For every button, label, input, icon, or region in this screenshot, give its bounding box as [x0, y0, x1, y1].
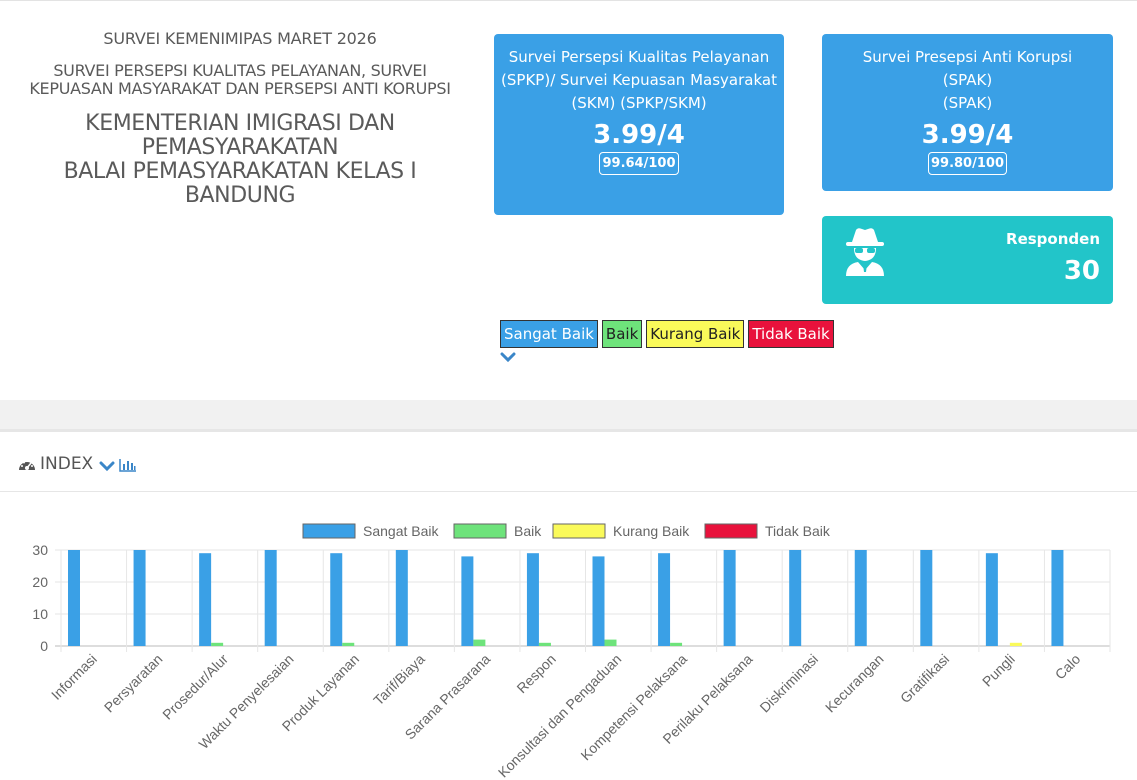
y-tick-label: 0 — [40, 638, 48, 654]
legend-swatch — [704, 523, 758, 539]
legend-tidak-baik[interactable]: Tidak Baik — [748, 320, 834, 348]
bar-chart-icon[interactable] — [119, 458, 137, 472]
responden-label: Responden — [1006, 230, 1100, 248]
bar-baik — [342, 642, 355, 646]
bar-sangat-baik — [395, 550, 408, 646]
bar-baik — [538, 642, 551, 646]
legend-label: Baik — [514, 523, 542, 539]
user-secret-icon — [846, 228, 884, 276]
bar-sangat-baik — [854, 550, 867, 646]
x-tick-label: Kecurangan — [822, 651, 887, 716]
survey-period: SURVEI KEMENIMIPAS MARET 2026 — [103, 29, 377, 48]
y-tick-label: 30 — [32, 542, 48, 558]
x-tick-label: Calo — [1052, 651, 1084, 683]
bar-sangat-baik — [920, 550, 933, 646]
spkp-card-badge: 99.64/100 — [599, 152, 679, 175]
chevron-down-icon[interactable] — [500, 350, 516, 364]
legend-kurang-baik[interactable]: Kurang Baik — [646, 320, 745, 348]
section-divider — [0, 400, 1137, 432]
bar-sangat-baik — [723, 550, 736, 646]
bar-sangat-baik — [199, 553, 212, 646]
responden-count: 30 — [1063, 256, 1100, 286]
spak-card: Survei Presepsi Anti Korupsi (SPAK) (SPA… — [822, 34, 1113, 191]
spkp-card: Survei Persepsi Kualitas Pelayanan (SPKP… — [494, 34, 784, 215]
bar-sangat-baik — [264, 550, 277, 646]
spkp-card-score: 3.99/4 — [593, 120, 685, 150]
spak-title-line-1: Survei Presepsi Anti Korupsi — [862, 48, 1073, 66]
survey-subtitle: SURVEI PERSEPSI KUALITAS PELAYANAN, SURV… — [29, 61, 451, 98]
org-name: KEMENTERIAN IMIGRASI DAN PEMASYARAKATAN … — [20, 112, 460, 208]
bar-sangat-baik — [68, 550, 80, 646]
gauge-icon — [19, 461, 35, 470]
legend-label: Tidak Baik — [765, 523, 831, 539]
legend-swatch — [453, 523, 507, 539]
x-tick-label: Respon — [513, 651, 558, 696]
bar-sangat-baik — [985, 553, 998, 646]
y-tick-label: 20 — [32, 574, 48, 590]
bar-baik — [211, 642, 224, 646]
bar-kurang-baik — [1009, 642, 1022, 646]
x-tick-label: Informasi — [48, 651, 100, 703]
bar-baik — [604, 639, 617, 646]
org-line-2: BALAI PEMASYARAKATAN KELAS I BANDUNG — [63, 159, 417, 208]
index-title: INDEX — [40, 454, 94, 474]
legend-baik[interactable]: Baik — [601, 320, 643, 348]
bar-baik — [473, 639, 486, 646]
bar-sangat-baik — [1051, 550, 1064, 646]
x-tick-label: Persyaratan — [101, 651, 166, 716]
x-tick-label: Diskriminasi — [756, 651, 821, 716]
bar-sangat-baik — [133, 550, 146, 646]
bar-baik — [670, 642, 683, 646]
org-line-1: KEMENTERIAN IMIGRASI DAN PEMASYARAKATAN — [85, 111, 395, 160]
legend-label: Sangat Baik — [363, 523, 439, 539]
survey-header: SURVEI KEMENIMIPAS MARET 2026 SURVEI PER… — [20, 18, 460, 208]
x-tick-label: Pungli — [979, 651, 1018, 690]
chevron-down-icon[interactable] — [99, 459, 115, 473]
x-tick-label: Kompetensi Pelaksana — [577, 651, 690, 764]
bar-sangat-baik — [461, 556, 474, 646]
legend-sangat-baik[interactable]: Sangat Baik — [500, 320, 598, 348]
top-border — [0, 0, 1137, 3]
x-tick-label: Prosedur/Alur — [159, 651, 231, 723]
index-bar-chart: 0 10 20 30 Informasi PersyaratanProsedur/Alur… — [32, 523, 1111, 780]
legend-swatch — [302, 523, 356, 539]
spak-title-line-2: (SPAK) — [942, 71, 993, 89]
y-tick-label: 10 — [32, 606, 48, 622]
bar-sangat-baik — [592, 556, 605, 646]
x-tick-label: Tarif/Biaya — [370, 651, 428, 709]
bar-sangat-baik — [526, 553, 539, 646]
legend-label: Kurang Baik — [613, 523, 690, 539]
spkp-card-title: Survei Persepsi Kualitas Pelayanan (SPKP… — [501, 48, 777, 112]
legend-swatch — [552, 523, 606, 539]
x-tick-label: Konsultasi dan Pengaduan — [495, 651, 625, 780]
bar-sangat-baik — [330, 553, 343, 646]
spak-card-badge: 99.80/100 — [927, 152, 1007, 175]
spak-card-score: 3.99/4 — [921, 120, 1014, 150]
spak-card-title: Survei Presepsi Anti Korupsi (SPAK) (SPA… — [822, 46, 1113, 115]
spak-title-line-3: (SPAK) — [942, 94, 993, 112]
rating-legend: Sangat Baik Baik Kurang Baik Tidak Baik — [500, 320, 834, 348]
responden-card: Responden 30 — [822, 216, 1113, 304]
x-tick-label: Gratifikasi — [897, 651, 952, 706]
index-panel-header: INDEX — [0, 438, 1137, 492]
bar-sangat-baik — [658, 553, 671, 646]
bar-sangat-baik — [789, 550, 802, 646]
